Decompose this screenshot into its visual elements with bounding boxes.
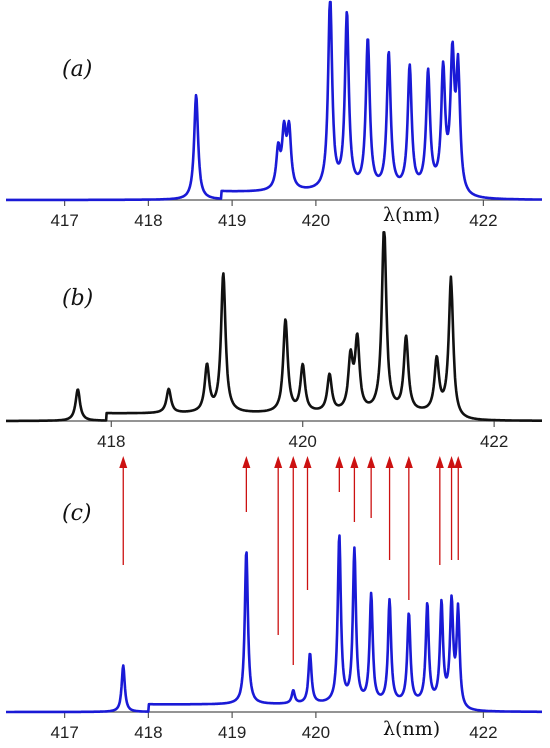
panel-a-label: (a) [62,57,92,82]
panel-c-arrow-head [242,456,251,468]
panel-a-tick-label: 420 [302,211,330,230]
panel-c-arrow-head [447,456,456,468]
panel-c-arrow-head [335,456,344,468]
panel-a: 417 418 419 420 422 (a) λ(nm) [5,0,543,230]
panel-c-arrow-head [289,456,298,468]
panel-c-arrow-head [119,456,128,468]
panel-c-tick-label: 417 [50,723,78,742]
panel-c-spectrum-line [5,534,543,714]
panel-b-tick-label: 420 [289,432,317,451]
panel-a-spectrum-line [5,0,543,202]
panel-c-arrow-head [274,456,283,468]
panel-a-tick-label: 419 [218,211,246,230]
panel-c-ticks: 417 418 419 420 422 [50,712,498,742]
panel-c-arrow-head [385,456,394,468]
panel-a-tick-label: 422 [469,211,497,230]
panel-c-arrow-head [367,456,376,468]
panel-a-ticks: 417 418 419 420 422 [50,200,498,230]
panel-c-arrow-head [404,456,413,468]
panel-c-arrow-head [303,456,312,468]
panel-c-tick-label: 422 [469,723,497,742]
panel-a-xlabel: λ(nm) [383,204,440,226]
panel-c-tick-label: 418 [134,723,162,742]
panel-b: 418 420 422 (b) [5,231,543,451]
panel-b-tick-label: 418 [97,432,125,451]
panel-b-spectrum-line [5,231,543,423]
panel-c: 417 418 419 420 422 (c) λ(nm) [5,456,543,742]
panel-c-arrows [119,456,463,665]
panel-a-tick-label: 418 [134,211,162,230]
panel-c-arrow-head [350,456,359,468]
panel-c-arrow-head [435,456,444,468]
panel-c-arrow-head [454,456,463,468]
panel-b-ticks: 418 420 422 [97,421,508,451]
panel-c-xlabel: λ(nm) [383,718,440,740]
panel-c-tick-label: 419 [218,723,246,742]
panel-c-label: (c) [62,501,92,526]
panel-b-label: (b) [62,286,93,311]
panel-a-tick-label: 417 [50,211,78,230]
panel-b-tick-label: 422 [480,432,508,451]
panel-c-tick-label: 420 [302,723,330,742]
